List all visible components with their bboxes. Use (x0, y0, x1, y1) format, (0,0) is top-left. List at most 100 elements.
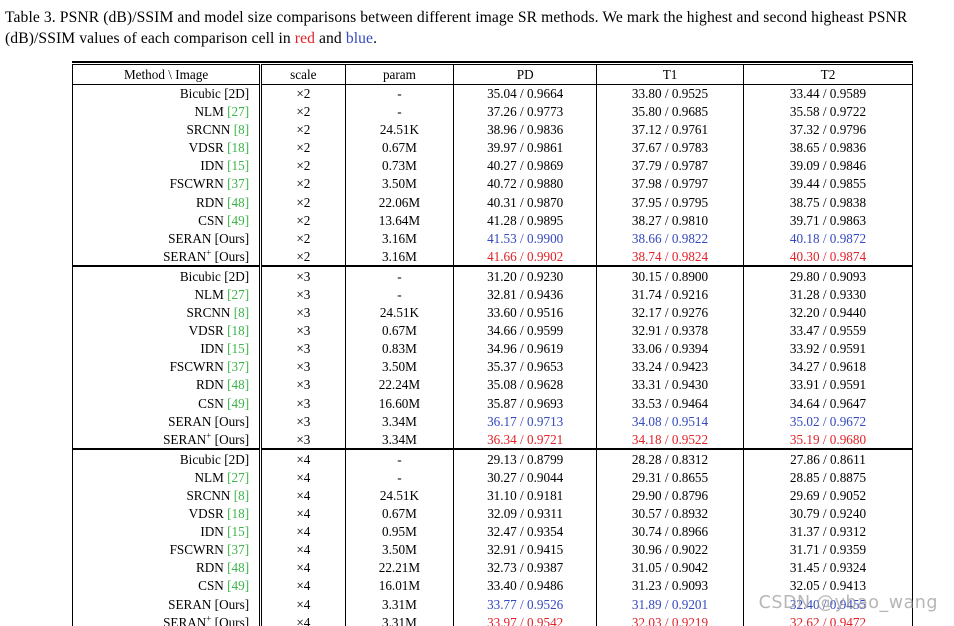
t2-value-cell: 31.28 / 0.9330 (742, 285, 913, 304)
t1-value-cell: 29.31 / 0.8655 (596, 468, 744, 487)
citation-link[interactable]: [8] (233, 488, 250, 503)
t1-value-cell: 33.24 / 0.9423 (596, 357, 744, 376)
method-cell: SERAN+ [Ours] (73, 247, 261, 266)
scale-cell: ×3 (259, 303, 346, 322)
param-cell: 0.95M (344, 522, 454, 541)
citation-link[interactable]: [49] (227, 578, 250, 594)
table-row: FSCWRN [37] ×2 3.50M 40.72 / 0.9880 37.98 / … (73, 174, 913, 194)
citation-link[interactable]: [18] (227, 140, 250, 156)
method-superscript: + (206, 613, 212, 624)
scale-cell: ×4 (259, 486, 346, 505)
citation-link[interactable]: [49] (227, 212, 250, 228)
citation-link[interactable]: [18] (227, 506, 250, 522)
citation-link[interactable]: [15] (227, 524, 250, 540)
table-row: FSCWRN [37] ×4 3.50M 32.91 / 0.9415 30.96 / … (73, 540, 913, 559)
param-cell: 24.51K (344, 303, 454, 322)
citation-link[interactable]: [15] (227, 341, 250, 357)
table-row: CSN [49] ×4 16.01M 33.40 / 0.9486 31.23 / 0.… (73, 577, 913, 596)
param-cell: 3.16M (344, 229, 454, 248)
caption-text: Table 3. PSNR (dB)/SSIM and model size c… (5, 9, 908, 48)
method-cell: SERAN [Ours] (73, 595, 261, 613)
method-name: SERAN (163, 248, 207, 264)
pd-value-cell: 37.26 / 0.9773 (453, 102, 597, 121)
scale-cell: ×3 (259, 394, 346, 413)
citation-link[interactable]: [18] (227, 323, 250, 339)
param-cell: - (344, 468, 454, 487)
citation-link[interactable]: [48] (227, 560, 250, 576)
t1-value-cell: 30.74 / 0.8966 (596, 522, 744, 541)
method-name: FSCWRN (169, 542, 224, 558)
method-superscript: + (206, 247, 212, 258)
citation-link[interactable]: [48] (227, 377, 250, 393)
scale-cell: ×2 (259, 174, 346, 194)
table-row: FSCWRN [37] ×3 3.50M 35.37 / 0.9653 33.24 / … (73, 357, 913, 376)
citation-link[interactable]: [8] (233, 305, 250, 321)
table-row: VDSR [18] ×2 0.67M 39.97 / 0.9861 37.67 / 0.… (73, 138, 913, 157)
table-row: Bicubic [2D] ×3-31.20 / 0.9230 30.15 / 0.8… (73, 266, 913, 286)
method-name: VDSR (188, 323, 224, 339)
pd-value-cell: 32.73 / 0.9387 (453, 558, 597, 578)
citation-link[interactable]: [37] (227, 542, 250, 558)
t1-value-cell: 38.66 / 0.9822 (596, 229, 744, 248)
pd-value-cell: 33.40 / 0.9486 (453, 577, 597, 596)
scale-cell: ×2 (259, 102, 346, 121)
param-cell: 0.67M (344, 321, 454, 340)
scale-group-x3: Bicubic [2D] ×3-31.20 / 0.9230 30.15 / 0.8… (72, 266, 913, 450)
table-row: SERAN [Ours] ×3 3.34M 36.17 / 0.9713 34.08 /… (73, 412, 913, 431)
citation-link[interactable]: [8] (233, 122, 250, 138)
scale-cell: ×4 (259, 577, 346, 596)
citation-link[interactable]: [49] (227, 395, 250, 411)
t1-value-cell: 31.05 / 0.9042 (596, 558, 744, 578)
t2-value-cell: 40.18 / 0.9872 (742, 229, 913, 248)
param-cell: 3.50M (344, 540, 454, 559)
t2-value-cell: 38.75 / 0.9838 (742, 193, 913, 212)
comparison-table: Method \ Image scale param PD T1 T2 Bicu… (72, 64, 913, 626)
param-cell: 22.21M (344, 558, 454, 578)
pd-value-cell: 34.96 / 0.9619 (453, 339, 597, 358)
citation-link[interactable]: [37] (227, 176, 250, 192)
table-row: CSN [49] ×3 16.60M 35.87 / 0.9693 33.53 / 0.… (73, 394, 913, 413)
t1-value-cell: 34.08 / 0.9514 (596, 412, 744, 431)
pd-value-cell: 33.97 / 0.9542 (453, 613, 597, 626)
header-row: Method \ Image scale param PD T1 T2 (72, 64, 913, 84)
param-cell: 0.73M (344, 156, 454, 175)
t1-value-cell: 35.80 / 0.9685 (596, 102, 744, 121)
t1-value-cell: 37.67 / 0.9783 (596, 138, 744, 157)
param-cell: 24.51K (344, 120, 454, 139)
t1-value-cell: 37.12 / 0.9761 (596, 120, 744, 139)
method-cell: Bicubic [2D] (73, 449, 261, 468)
citation-link[interactable]: [37] (227, 359, 250, 375)
t2-value-cell: 29.69 / 0.9052 (742, 486, 913, 505)
pd-value-cell: 35.08 / 0.9628 (453, 376, 597, 395)
method-name: Bicubic (179, 268, 221, 284)
citation-label: [Ours] (214, 596, 250, 612)
scale-cell: ×4 (259, 558, 346, 578)
param-cell: 3.16M (344, 247, 454, 267)
t1-value-cell: 33.06 / 0.9394 (596, 339, 744, 358)
method-cell: RDN [48] (73, 559, 261, 577)
t2-value-cell: 40.30 / 0.9874 (742, 247, 913, 267)
citation-link[interactable]: [15] (227, 158, 250, 174)
method-name: SERAN (163, 431, 207, 447)
citation-link[interactable]: [27] (227, 286, 250, 302)
citation-link[interactable]: [27] (227, 104, 250, 120)
pd-value-cell: 35.87 / 0.9693 (453, 394, 597, 413)
citation-link[interactable]: [27] (227, 469, 250, 485)
pd-value-cell: 34.66 / 0.9599 (453, 321, 597, 340)
table-row: NLM [27] ×3-32.81 / 0.9436 31.74 / 0.9216 3… (73, 285, 913, 304)
param-cell: 16.60M (344, 394, 454, 413)
table-row: VDSR [18] ×4 0.67M 32.09 / 0.9311 30.57 / 0.… (73, 504, 913, 523)
method-name: IDN (200, 524, 224, 540)
method-name: IDN (200, 341, 224, 357)
citation-label: [2D] (224, 268, 250, 284)
method-cell: SERAN [Ours] (73, 412, 261, 430)
pd-value-cell: 36.34 / 0.9721 (453, 430, 597, 450)
method-cell: CSN [49] (73, 577, 261, 595)
citation-link[interactable]: [48] (227, 194, 250, 210)
pd-value-cell: 32.09 / 0.9311 (453, 504, 597, 523)
method-cell: VDSR [18] (73, 322, 261, 340)
t1-value-cell: 30.96 / 0.9022 (596, 540, 744, 559)
t1-value-cell: 30.15 / 0.8900 (596, 266, 744, 286)
method-name: SERAN (168, 596, 212, 612)
scale-cell: ×4 (259, 613, 346, 626)
